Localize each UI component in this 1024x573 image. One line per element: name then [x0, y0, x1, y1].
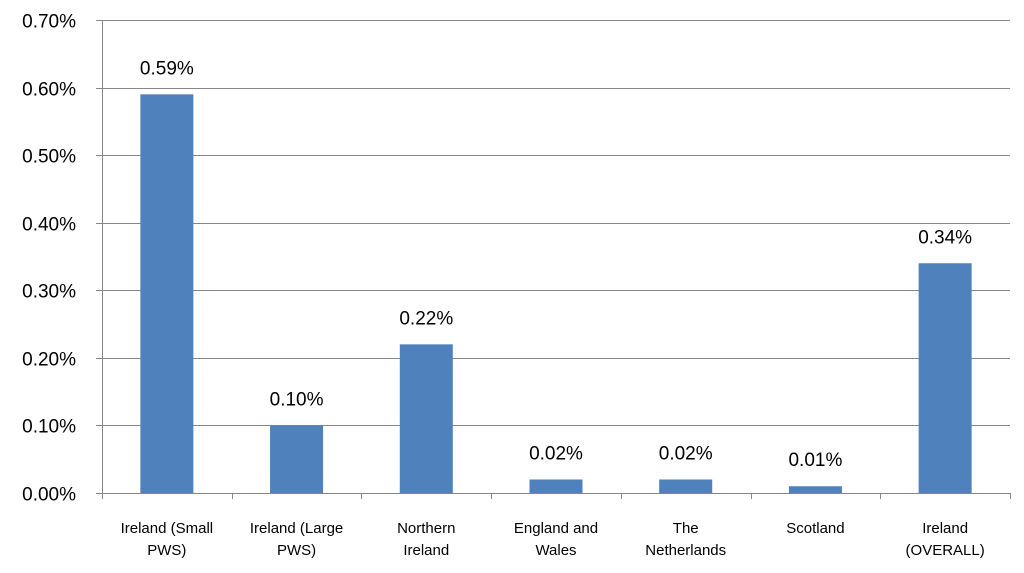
bar	[140, 94, 194, 493]
data-label: 0.34%	[918, 227, 972, 248]
category-label: Netherlands	[645, 542, 726, 559]
category-label: Ireland (Large	[250, 520, 343, 537]
data-label: 0.02%	[659, 443, 713, 464]
data-label: 0.59%	[140, 58, 194, 79]
data-label: 0.02%	[529, 443, 583, 464]
data-label: 0.22%	[399, 308, 453, 329]
category-label: PWS)	[147, 542, 186, 559]
y-tick-label: 0.10%	[22, 417, 76, 438]
y-tick-label: 0.60%	[22, 80, 76, 101]
y-tick-label: 0.20%	[22, 350, 76, 371]
y-tick-label: 0.00%	[22, 485, 76, 506]
y-tick-label: 0.70%	[22, 12, 76, 33]
y-tick-label: 0.30%	[22, 282, 76, 303]
axes	[96, 20, 1011, 499]
labels: 0.00% 0.10% 0.20% 0.30% 0.40% 0.50% 0.60% 0.70%…	[22, 12, 985, 560]
bar	[399, 344, 453, 493]
gridlines	[102, 20, 1010, 426]
category-label: (OVERALL)	[906, 542, 985, 559]
category-label: Ireland	[922, 520, 968, 537]
y-tick-label: 0.50%	[22, 147, 76, 168]
bar	[918, 263, 972, 493]
data-label: 0.01%	[788, 450, 842, 471]
y-tick-label: 0.40%	[22, 215, 76, 236]
category-label: Ireland (Small	[121, 520, 214, 537]
category-label: England and	[514, 520, 598, 537]
category-label: PWS)	[277, 542, 316, 559]
bar	[270, 425, 324, 493]
bars	[140, 94, 972, 493]
category-label: Ireland	[403, 542, 449, 559]
data-label: 0.10%	[270, 389, 324, 410]
bar	[659, 479, 713, 493]
category-label: Wales	[535, 542, 576, 559]
category-label: The	[673, 520, 699, 537]
bar	[529, 479, 583, 493]
category-label: Scotland	[786, 520, 844, 537]
bar	[788, 486, 842, 493]
category-label: Northern	[397, 520, 455, 537]
